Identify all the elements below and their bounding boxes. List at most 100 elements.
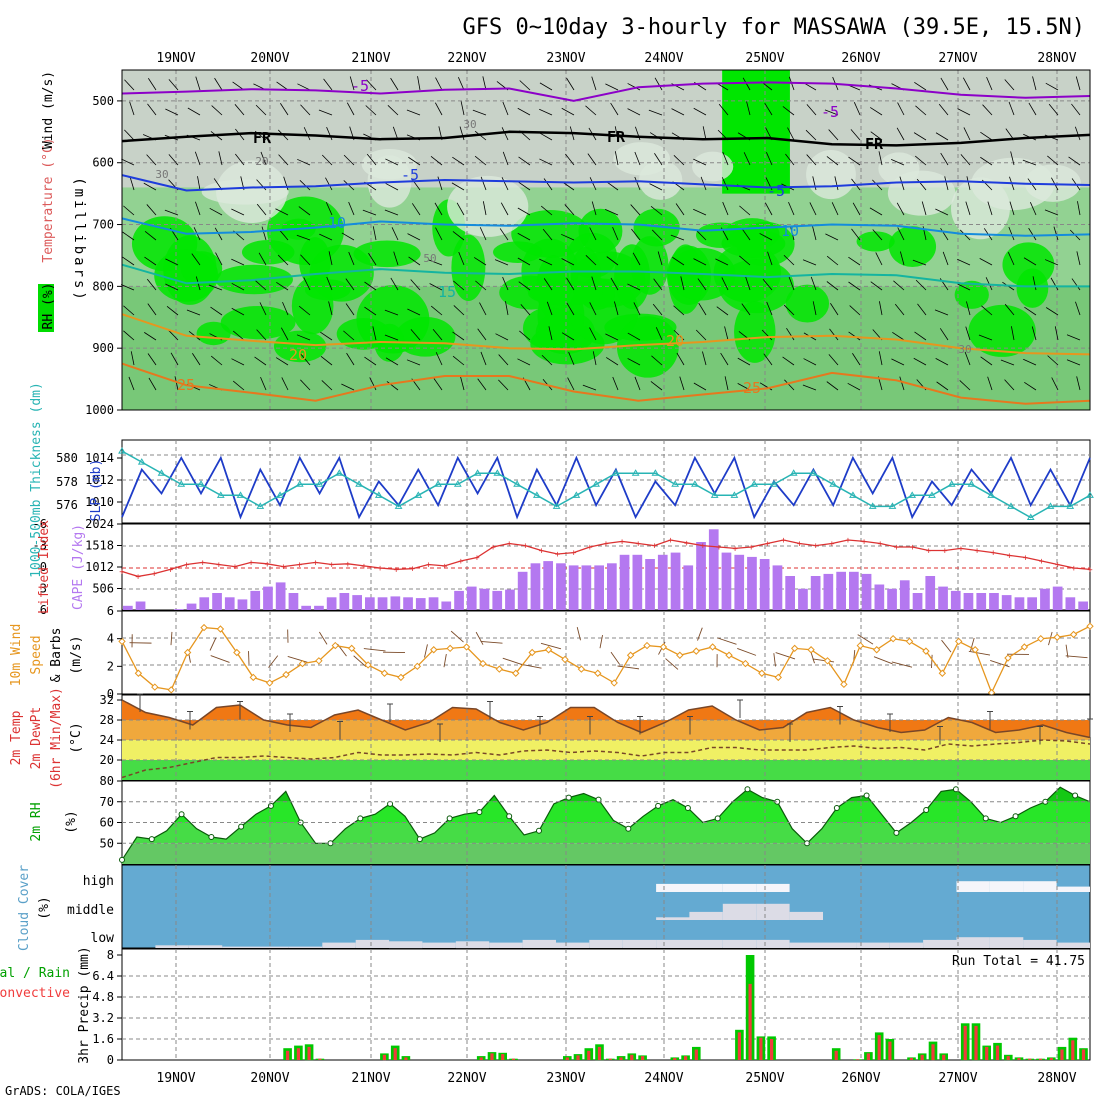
cloud-block xyxy=(389,941,423,949)
isotherm-line xyxy=(121,263,1090,288)
wind-barb xyxy=(784,379,795,391)
li-marker: + xyxy=(910,543,916,553)
wind-barb xyxy=(146,278,157,291)
wind-barb xyxy=(457,77,465,91)
upper-ylabel-rh: RH (%) xyxy=(41,283,56,330)
rh-blob xyxy=(888,226,937,268)
rh-blob xyxy=(633,208,680,247)
wind-barb xyxy=(165,283,179,291)
wind-barb xyxy=(518,156,531,166)
wind-barb xyxy=(498,354,509,366)
wind-barb xyxy=(543,278,553,291)
wind-barb xyxy=(665,658,679,670)
temp-bands xyxy=(122,700,1090,780)
dewpoint-line xyxy=(121,739,1091,779)
wind-barb xyxy=(852,202,861,216)
wind-marker xyxy=(118,637,126,646)
wind-marker xyxy=(479,659,487,668)
precip-conv-bar xyxy=(770,1039,774,1060)
precip-conv-bar xyxy=(1071,1040,1075,1060)
wind-barb xyxy=(255,280,267,291)
wind-marker xyxy=(856,641,865,650)
wind-barb xyxy=(387,105,399,116)
wind-barb xyxy=(737,648,757,656)
wind-barb xyxy=(174,376,179,391)
wind-barb xyxy=(722,201,729,216)
precip-conv-bar xyxy=(985,1046,989,1060)
cape-bar xyxy=(212,593,222,610)
wind-barb xyxy=(1024,381,1037,391)
wind-barb xyxy=(505,301,509,316)
tick-label: 8 xyxy=(107,948,114,962)
cape-bar xyxy=(836,571,846,610)
cape-bar xyxy=(683,565,694,610)
wind-barb xyxy=(617,665,640,670)
thickness-marker xyxy=(770,480,778,487)
precip-conv-bar xyxy=(1028,1058,1032,1060)
wind-barb xyxy=(540,642,562,650)
cloud-cover xyxy=(155,881,1090,949)
cape-bars xyxy=(123,529,1088,610)
upper-ylabel-press: (millibars) xyxy=(71,177,87,303)
wind-barb xyxy=(585,105,597,116)
li-axis: -6 -3 0 3 6 2024 1518 1012 506 xyxy=(33,517,122,617)
li-marker: + xyxy=(361,562,367,572)
isotherm-label: FR xyxy=(253,129,272,147)
wind-barb xyxy=(210,306,223,316)
li-marker: + xyxy=(765,540,771,550)
tick-label: 0 xyxy=(107,1053,114,1067)
wind-barb xyxy=(589,302,597,316)
cape-bar xyxy=(989,593,999,610)
wind-barb xyxy=(482,201,487,216)
wind-barb xyxy=(899,376,905,391)
top-date-label: 27NOV xyxy=(938,51,977,66)
wind-barb xyxy=(1031,326,1037,341)
wind-barb xyxy=(766,152,773,166)
wind-barb xyxy=(878,151,883,166)
wind-barb xyxy=(1004,303,1015,316)
wind-barb xyxy=(870,131,883,141)
precip-conv-bar xyxy=(587,1050,591,1060)
cape-bar xyxy=(492,590,503,610)
wind-barb xyxy=(261,226,267,241)
wind-barb xyxy=(321,380,333,391)
wind-barb xyxy=(724,326,729,341)
wind-barb xyxy=(297,158,311,166)
tick-label: 32 xyxy=(100,693,114,707)
wind-barb xyxy=(606,357,619,366)
rh-blob xyxy=(954,280,989,309)
upper-ylabel-wind: Wind (m/s) xyxy=(41,71,56,149)
wind-barb xyxy=(847,382,861,391)
wind-barb xyxy=(1075,301,1081,316)
wind-barb xyxy=(940,77,949,91)
wind-barb xyxy=(542,228,553,241)
cloud-panel-bg xyxy=(121,864,1091,949)
cloud-block xyxy=(355,939,390,948)
tick-label: 6.4 xyxy=(92,969,114,983)
wind-marker xyxy=(380,669,389,677)
rh-marker xyxy=(833,804,840,811)
wind-marker xyxy=(413,662,422,671)
cape-bar xyxy=(441,601,452,610)
li-marker: + xyxy=(264,560,270,570)
wind-barb xyxy=(364,306,377,316)
wind-barb xyxy=(121,158,135,166)
wind-barb xyxy=(982,104,993,116)
wind-barb xyxy=(384,334,399,341)
thickness-marker xyxy=(908,491,917,498)
li-marker: + xyxy=(845,536,851,546)
precip-conv-bar xyxy=(318,1058,322,1060)
cloud-block xyxy=(522,939,556,948)
precip-conv-bar xyxy=(748,983,752,1060)
thickness-marker xyxy=(118,447,126,454)
wind-barb xyxy=(676,352,685,366)
thickness-marker xyxy=(216,491,225,498)
li-marker: + xyxy=(119,568,125,578)
thickness-marker xyxy=(691,480,699,487)
wind-barb xyxy=(891,661,913,668)
wind-barb xyxy=(144,332,157,341)
cloud-block xyxy=(923,939,957,948)
precip-conv-bar xyxy=(393,1048,397,1060)
wind-barb xyxy=(480,351,487,366)
cloud-block xyxy=(188,945,223,948)
